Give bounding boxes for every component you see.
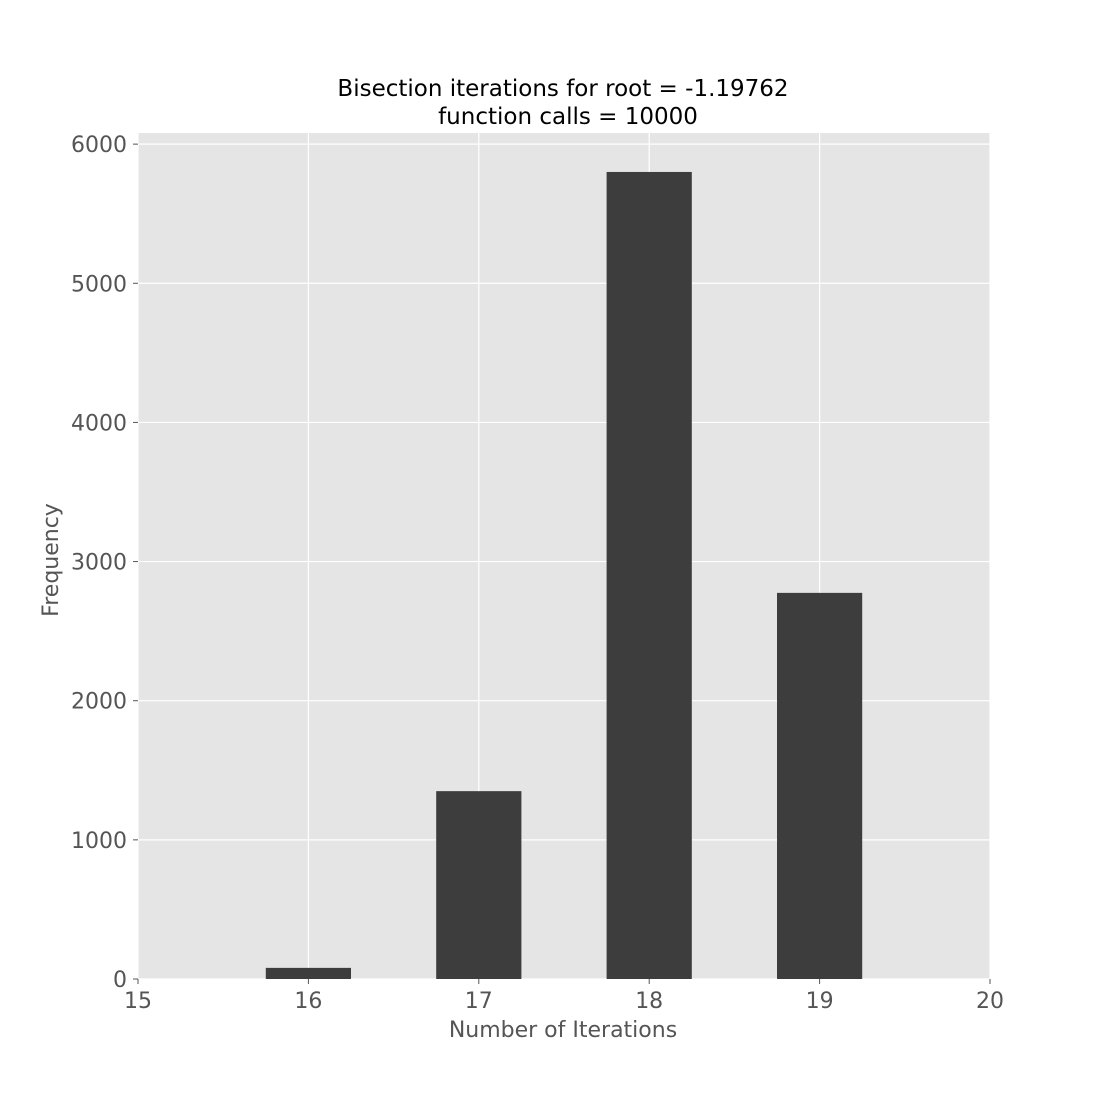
bar-16 [265,967,351,979]
chart-title-line-2: function calls = 10000 [438,104,698,130]
x-tick-label: 17 [465,989,493,1014]
grid-lines [137,133,991,980]
chart-title-line-1: Bisection iterations for root = -1.19762 [337,76,788,102]
y-tick-label: 3000 [71,551,127,576]
x-tick-label: 20 [976,989,1004,1014]
y-tick-label: 4000 [71,411,127,436]
y-tick-label: 6000 [71,133,127,158]
x-tick-label: 18 [635,989,663,1014]
y-tick-label: 0 [113,968,127,993]
y-axis-label: Frequency [39,503,64,617]
y-tick-label: 2000 [71,690,127,715]
x-tick-label: 16 [294,989,322,1014]
bar-17 [436,791,522,979]
bar-19 [777,592,863,979]
bar-18 [606,171,692,980]
bars [265,171,863,980]
x-tick-label: 15 [124,989,152,1014]
y-tick-label: 5000 [71,272,127,297]
x-axis-label: Number of Iterations [449,1018,677,1043]
y-tick-label: 1000 [71,829,127,854]
x-tick-label: 19 [806,989,834,1014]
axis-ticks: 15 16 17 18 19 20 0 1000 2000 3000 4000 5000 6000 [71,133,1004,1014]
